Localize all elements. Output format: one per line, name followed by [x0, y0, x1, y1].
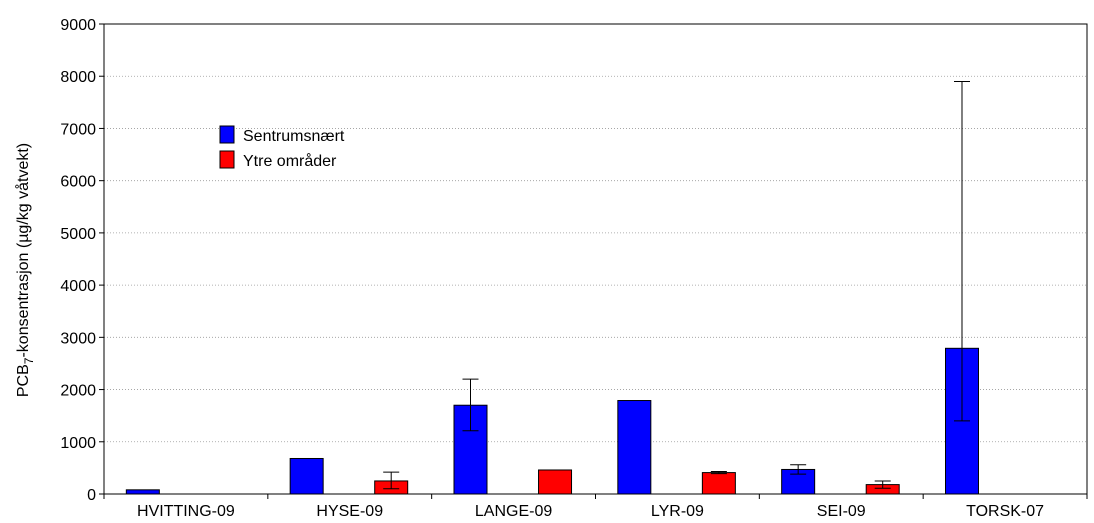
y-axis-label-subscript: 7	[22, 357, 36, 364]
plot-frame	[103, 23, 1088, 495]
y-tick-label: 6000	[60, 174, 96, 191]
bar-sentrumsnaert	[125, 489, 160, 495]
y-tick-label: 3000	[60, 330, 96, 347]
bar-ytre-omrader	[538, 469, 573, 495]
legend-swatch-ytre-omrader	[219, 150, 235, 169]
y-tick-label: 2000	[60, 383, 96, 400]
y-tick-label: 8000	[60, 69, 96, 86]
y-tick-label: 4000	[60, 278, 96, 295]
bar-sentrumsnaert	[617, 400, 652, 495]
x-tick-label: LANGE-09	[475, 503, 552, 520]
x-axis-ticks: HVITTING-09 HYSE-09 LANGE-09 LYR-09 SEI-09 TO…	[103, 494, 1088, 520]
y-axis-label-main: PCB	[15, 364, 32, 397]
x-tick-label: LYR-09	[651, 503, 704, 520]
y-tick-label: 7000	[60, 121, 96, 138]
x-tick-label: HVITTING-09	[137, 503, 235, 520]
bars-layer	[125, 347, 979, 495]
x-tick-label: TORSK-07	[966, 503, 1044, 520]
bar-ytre-omrader	[701, 472, 736, 495]
legend: Sentrumsnært Ytre områder	[219, 125, 345, 170]
error-bars-layer	[383, 80, 970, 490]
bar-sentrumsnaert	[289, 457, 324, 495]
y-tick-label: 9000	[60, 17, 96, 34]
legend-label-sentrumsnaert: Sentrumsnært	[243, 128, 345, 145]
y-axis-ticks: 0 1000 2000 3000 4000 5000 6000 7000 8000 9000	[60, 17, 104, 504]
x-tick-label: SEI-09	[817, 503, 866, 520]
x-tick-label: HYSE-09	[316, 503, 383, 520]
y-tick-label: 1000	[60, 435, 96, 452]
y-axis-label-suffix: -konsentrasjon (µg/kg våtvekt)	[14, 143, 32, 358]
legend-swatch-sentrumsnaert	[219, 125, 235, 144]
legend-label-ytre-omrader: Ytre områder	[243, 152, 337, 170]
gridlines	[104, 75, 1087, 443]
y-axis-label: PCB7-konsentrasjon (µg/kg våtvekt)	[14, 143, 36, 397]
y-tick-label: 5000	[60, 226, 96, 243]
y-tick-label: 0	[87, 487, 96, 504]
